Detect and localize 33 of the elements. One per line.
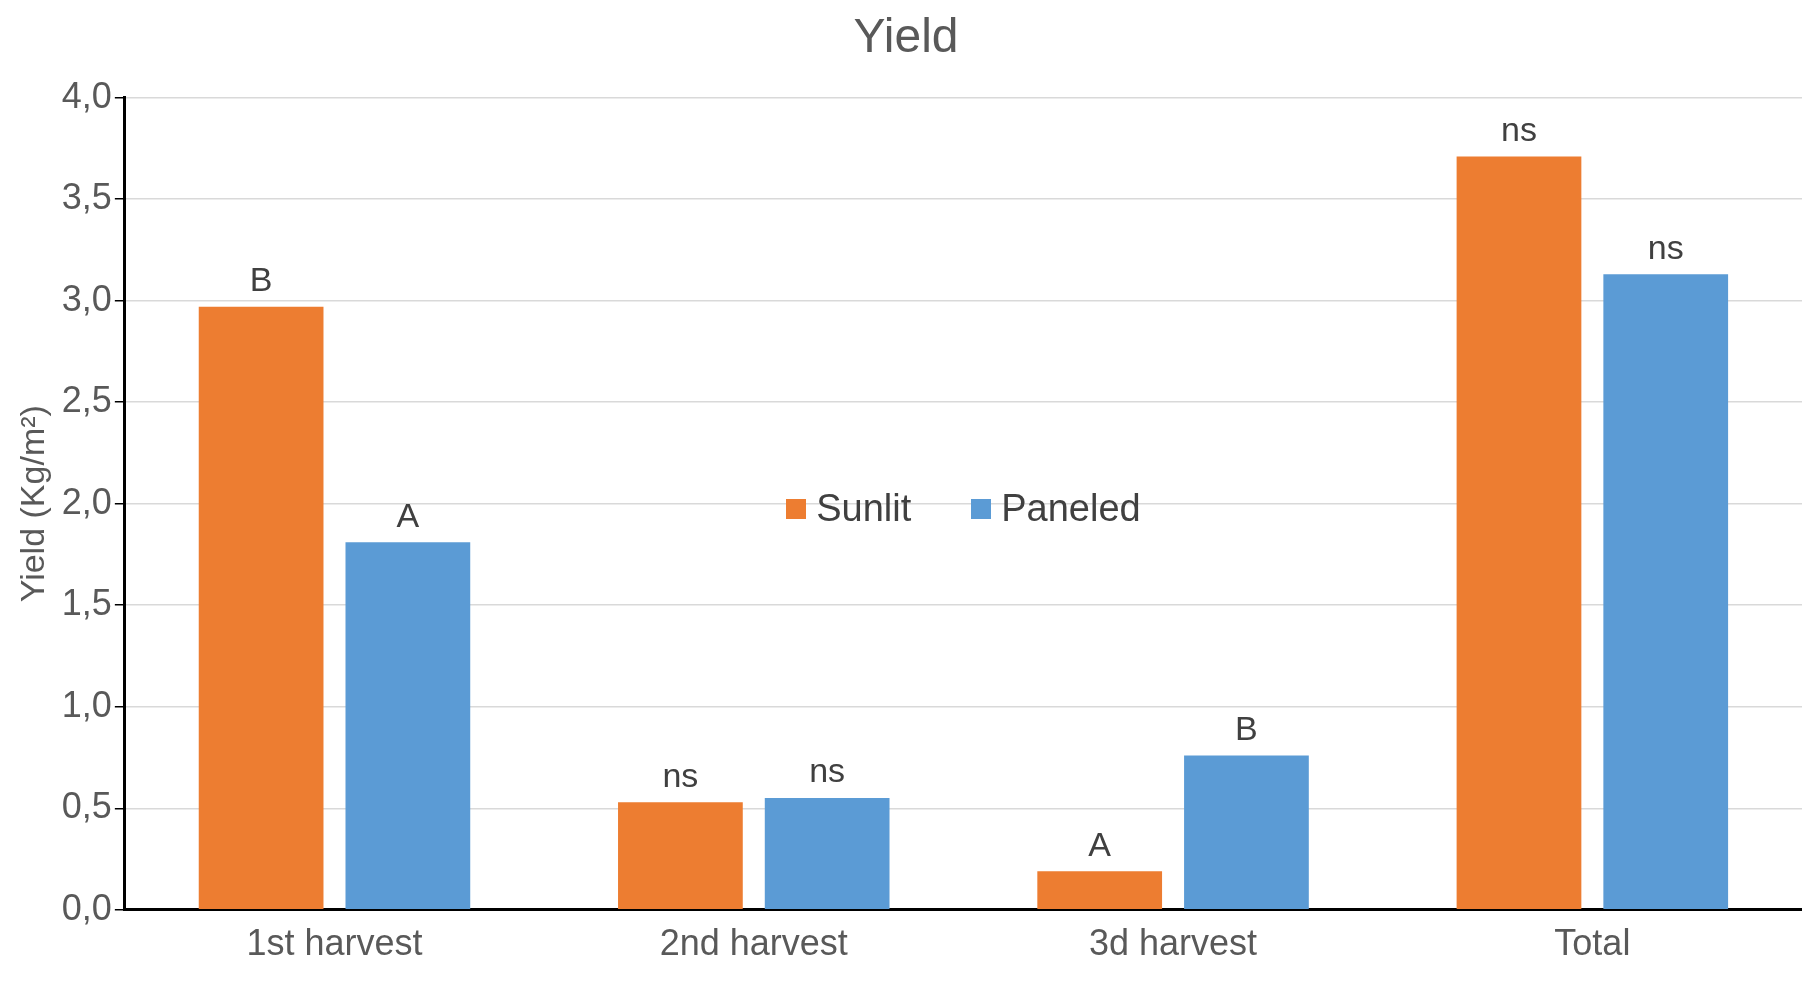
x-tick-label: 3d harvest bbox=[1089, 922, 1258, 964]
annotation: ns bbox=[1647, 227, 1684, 266]
bar bbox=[1184, 755, 1309, 910]
y-tick-label: 2,0 bbox=[61, 480, 112, 522]
y-tick-label: 1,5 bbox=[61, 582, 112, 624]
bar bbox=[1456, 156, 1582, 910]
bar bbox=[618, 802, 743, 910]
bar bbox=[345, 542, 471, 910]
y-tick-label: 4,0 bbox=[61, 74, 112, 116]
chart-title: Yield bbox=[853, 9, 959, 63]
x-tick-label: 1st harvest bbox=[246, 922, 423, 964]
annotation: ns bbox=[1501, 109, 1537, 148]
y-tick-label: 1,0 bbox=[61, 683, 112, 725]
y-axis-title: Yield (Kg/m²) bbox=[12, 405, 51, 603]
bar bbox=[198, 306, 324, 910]
y-tick-label: 3,5 bbox=[61, 176, 112, 218]
x-tick-label: 2nd harvest bbox=[659, 922, 848, 964]
y-tick-label: 2,5 bbox=[61, 379, 112, 421]
y-tick-label: 0,5 bbox=[61, 785, 112, 827]
annotation: A bbox=[396, 495, 420, 534]
annotation: ns bbox=[662, 755, 699, 794]
annotation: ns bbox=[809, 751, 846, 790]
bar bbox=[1037, 871, 1163, 910]
bar bbox=[1603, 274, 1729, 910]
legend-label: Sunlit bbox=[816, 487, 912, 531]
annotation: A bbox=[1088, 824, 1112, 863]
y-tick-label: 3,0 bbox=[61, 277, 112, 319]
annotation: B bbox=[249, 260, 273, 299]
annotation: B bbox=[1235, 708, 1258, 747]
bar bbox=[764, 798, 890, 910]
legend-label: Paneled bbox=[1001, 487, 1141, 531]
y-tick-label: 0,0 bbox=[61, 886, 112, 928]
x-tick-label: Total bbox=[1554, 922, 1631, 964]
